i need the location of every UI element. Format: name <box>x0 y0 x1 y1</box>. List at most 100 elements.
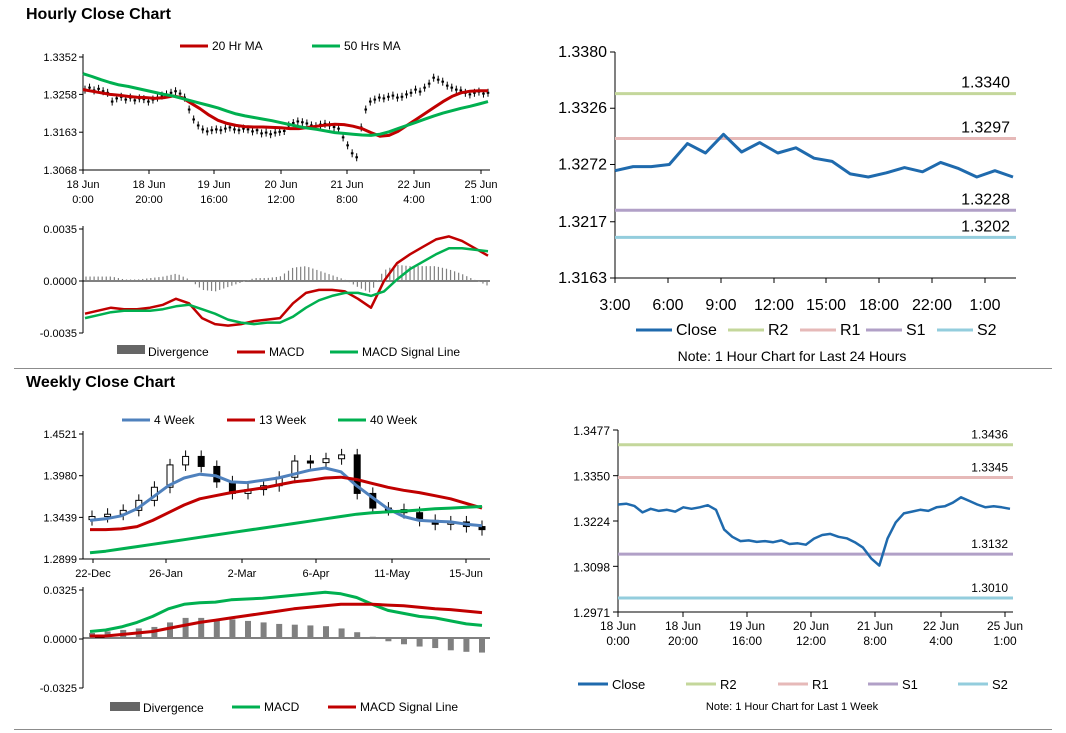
weekly-divergence-bar <box>463 638 470 652</box>
weekly-divergence-bar <box>307 625 314 638</box>
legend-hourly-macd-label: MACD <box>269 345 305 359</box>
hourly-pivot-x-label: 6:00 <box>652 297 683 314</box>
hourly-50hrs-ma-line <box>82 72 489 137</box>
weekly-13-week-line <box>90 475 483 532</box>
weekly-pivot-x-label: 0:00 <box>606 634 630 648</box>
weekly-pivot-x-label: 19 Jun <box>729 619 765 633</box>
hourly-pivot-note: Note: 1 Hour Chart for Last 24 Hours <box>678 348 907 364</box>
hourly-price-x-label: 18 Jun <box>66 179 99 191</box>
weekly-price-x-label: 2-Mar <box>228 568 257 580</box>
weekly-price-x-label: 15-Jun <box>449 568 483 580</box>
weekly-candle-body <box>197 455 205 467</box>
legend-weekly-macd-label: MACD <box>264 700 300 714</box>
weekly-price-x-label: 22-Dec <box>75 568 111 580</box>
hourly-price-x-label: 16:00 <box>200 194 228 206</box>
weekly-price-y-label: 1.2899 <box>43 554 77 566</box>
weekly-divergence-bar <box>229 619 236 638</box>
weekly-pivot-x-label: 1:00 <box>993 634 1017 648</box>
hourly-pivot-r2-value: 1.3340 <box>961 75 1010 92</box>
weekly-pivot-legend-label: S2 <box>992 677 1008 692</box>
weekly-divergence-bar <box>182 617 189 638</box>
hourly-pivot-y-label: 1.3217 <box>558 214 607 231</box>
legend-weekly-divergence-label: Divergence <box>143 701 204 715</box>
weekly-pivot-legend-label: R2 <box>720 677 737 692</box>
hourly-pivot-r1-value: 1.3297 <box>961 119 1010 136</box>
hourly-price-x-label: 25 Jun <box>464 179 497 191</box>
hourly-price-x-label: 1:00 <box>470 194 491 206</box>
weekly-price-y-label: 1.3980 <box>43 471 77 483</box>
weekly-price-x-label: 6-Apr <box>303 568 330 580</box>
hourly-pivot-x-label: 15:00 <box>806 297 846 314</box>
hourly-pivot-x-label: 3:00 <box>599 297 630 314</box>
weekly-pivot-x-label: 22 Jun <box>923 619 959 633</box>
hourly-pivot-s1-value: 1.3228 <box>961 191 1010 208</box>
hourly-price-x-label: 18 Jun <box>132 179 165 191</box>
weekly-macd-y-label: 0.0325 <box>43 585 77 597</box>
hourly-price-x-label: 12:00 <box>267 194 295 206</box>
hourly-price-x-label: 0:00 <box>72 194 93 206</box>
hourly-pivot-x-label: 9:00 <box>705 297 736 314</box>
hourly-price-y-label: 1.3258 <box>43 89 77 101</box>
weekly-candle-body <box>166 464 174 488</box>
weekly-macd-signal-line <box>90 602 483 638</box>
hourly-price-x-label: 20:00 <box>135 194 163 206</box>
legend-20hr-ma-label: 20 Hr MA <box>212 39 263 53</box>
weekly-price-x-label: 26-Jan <box>149 568 183 580</box>
weekly-pivot-x-label: 18 Jun <box>600 619 636 633</box>
weekly-pivot-x-label: 18 Jun <box>665 619 701 633</box>
weekly-divergence-bar <box>447 638 454 651</box>
weekly-candle-body <box>182 455 190 466</box>
weekly-pivot-x-label: 8:00 <box>863 634 887 648</box>
hourly-price-y-label: 1.3068 <box>43 165 77 177</box>
weekly-divergence-bar <box>479 638 485 653</box>
weekly-pivot-note: Note: 1 Hour Chart for Last 1 Week <box>706 701 879 713</box>
weekly-section-title: Weekly Close Chart <box>26 374 176 391</box>
weekly-price-y-label: 1.3439 <box>43 512 77 524</box>
weekly-pivot-y-label: 1.3477 <box>573 424 610 438</box>
weekly-divergence-bar <box>213 619 220 638</box>
hourly-price-x-label: 4:00 <box>403 194 424 206</box>
weekly-divergence-bar <box>416 638 423 647</box>
weekly-pivot-x-label: 21 Jun <box>857 619 893 633</box>
weekly-pivot-legend-label: S1 <box>902 677 918 692</box>
legend-weekly-divergence-swatch <box>110 702 140 711</box>
weekly-candle-body <box>338 454 346 460</box>
weekly-divergence-bar <box>338 628 345 638</box>
weekly-pivot-x-label: 20 Jun <box>793 619 829 633</box>
weekly-pivot-y-label: 1.3350 <box>573 470 610 484</box>
weekly-40-week-line <box>89 505 483 555</box>
hourly-macd-y-label: -0.0035 <box>40 328 77 340</box>
weekly-divergence-bar <box>167 622 173 638</box>
weekly-divergence-bar <box>369 636 376 638</box>
hourly-pivot-y-label: 1.3326 <box>558 100 607 117</box>
hourly-pivot-legend-label: S2 <box>977 322 997 339</box>
weekly-pivot-x-label: 16:00 <box>732 634 762 648</box>
legend-4-week-label: 4 Week <box>154 413 195 427</box>
hourly-pivot-y-label: 1.3272 <box>558 156 607 173</box>
section-divider <box>14 368 1052 369</box>
hourly-price-x-label: 8:00 <box>336 194 357 206</box>
hourly-price-x-label: 20 Jun <box>264 179 297 191</box>
weekly-candle-body <box>306 460 314 464</box>
weekly-pivot-legend-label: R1 <box>812 677 829 692</box>
hourly-macd-line <box>84 235 489 327</box>
weekly-candle-body <box>353 454 361 494</box>
hourly-pivot-close-line <box>614 132 1014 179</box>
weekly-pivot-x-label: 20:00 <box>668 634 698 648</box>
hourly-macd-signal-line <box>84 247 489 326</box>
hourly-pivot-y-label: 1.3380 <box>558 44 607 61</box>
hourly-pivot-x-label: 18:00 <box>859 297 899 314</box>
legend-13-week-label: 13 Week <box>259 413 307 427</box>
hourly-pivot-x-label: 22:00 <box>912 297 952 314</box>
hourly-pivot-legend-label: S1 <box>906 322 926 339</box>
weekly-pivot-r1-value: 1.3345 <box>971 460 1008 474</box>
hourly-section-title: Hourly Close Chart <box>26 6 171 23</box>
hourly-price-y-label: 1.3352 <box>43 52 77 64</box>
legend-hourly-divergence-swatch <box>117 345 145 354</box>
hourly-pivot-s2-value: 1.3202 <box>961 218 1010 235</box>
weekly-divergence-bar <box>354 632 361 638</box>
weekly-pivot-x-label: 12:00 <box>796 634 826 648</box>
hourly-20hr-ma-line <box>82 88 488 138</box>
weekly-pivot-y-label: 1.2971 <box>573 606 610 620</box>
weekly-pivot-x-label: 25 Jun <box>987 619 1023 633</box>
